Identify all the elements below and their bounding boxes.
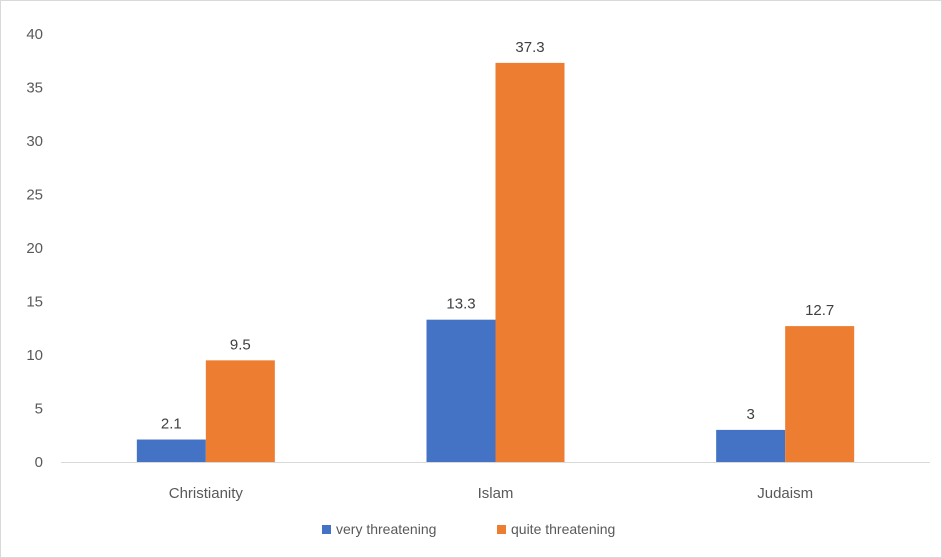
x-tick-label: Islam <box>478 485 514 502</box>
y-tick-label: 20 <box>26 240 43 257</box>
legend-label: very threatening <box>336 521 436 537</box>
y-tick-label: 10 <box>26 347 43 364</box>
bar-quite-threatening-christianity <box>205 360 275 462</box>
data-label: 2.1 <box>161 416 182 433</box>
legend-swatch <box>322 525 331 534</box>
bar-very-threatening-islam <box>426 319 496 462</box>
y-tick-label: 40 <box>26 26 43 43</box>
data-label: 12.7 <box>805 302 834 319</box>
legend: very threatening quite threatening <box>322 521 615 537</box>
bar-quite-threatening-judaism <box>785 326 855 462</box>
legend-swatch <box>497 525 506 534</box>
data-label: 9.5 <box>230 336 251 353</box>
bar-quite-threatening-islam <box>495 62 565 462</box>
x-tick-label: Judaism <box>757 485 813 502</box>
y-tick-label: 0 <box>35 454 43 471</box>
y-tick-label: 35 <box>26 80 43 97</box>
legend-label: quite threatening <box>511 521 615 537</box>
data-label: 37.3 <box>515 39 544 56</box>
bars <box>136 62 855 462</box>
data-labels: 2.1 9.5 13.3 37.3 3 12.7 <box>161 39 834 433</box>
y-tick-label: 25 <box>26 187 43 204</box>
x-axis: Christianity Islam Judaism <box>169 485 813 502</box>
bar-very-threatening-christianity <box>136 439 206 462</box>
bar-very-threatening-judaism <box>716 429 786 462</box>
y-tick-label: 30 <box>26 133 43 150</box>
data-label: 13.3 <box>446 296 475 313</box>
x-tick-label: Christianity <box>169 485 244 502</box>
y-tick-label: 5 <box>35 401 43 418</box>
y-axis: 0 5 10 15 20 25 30 35 40 <box>26 26 43 471</box>
data-label: 3 <box>746 406 754 423</box>
y-tick-label: 15 <box>26 294 43 311</box>
